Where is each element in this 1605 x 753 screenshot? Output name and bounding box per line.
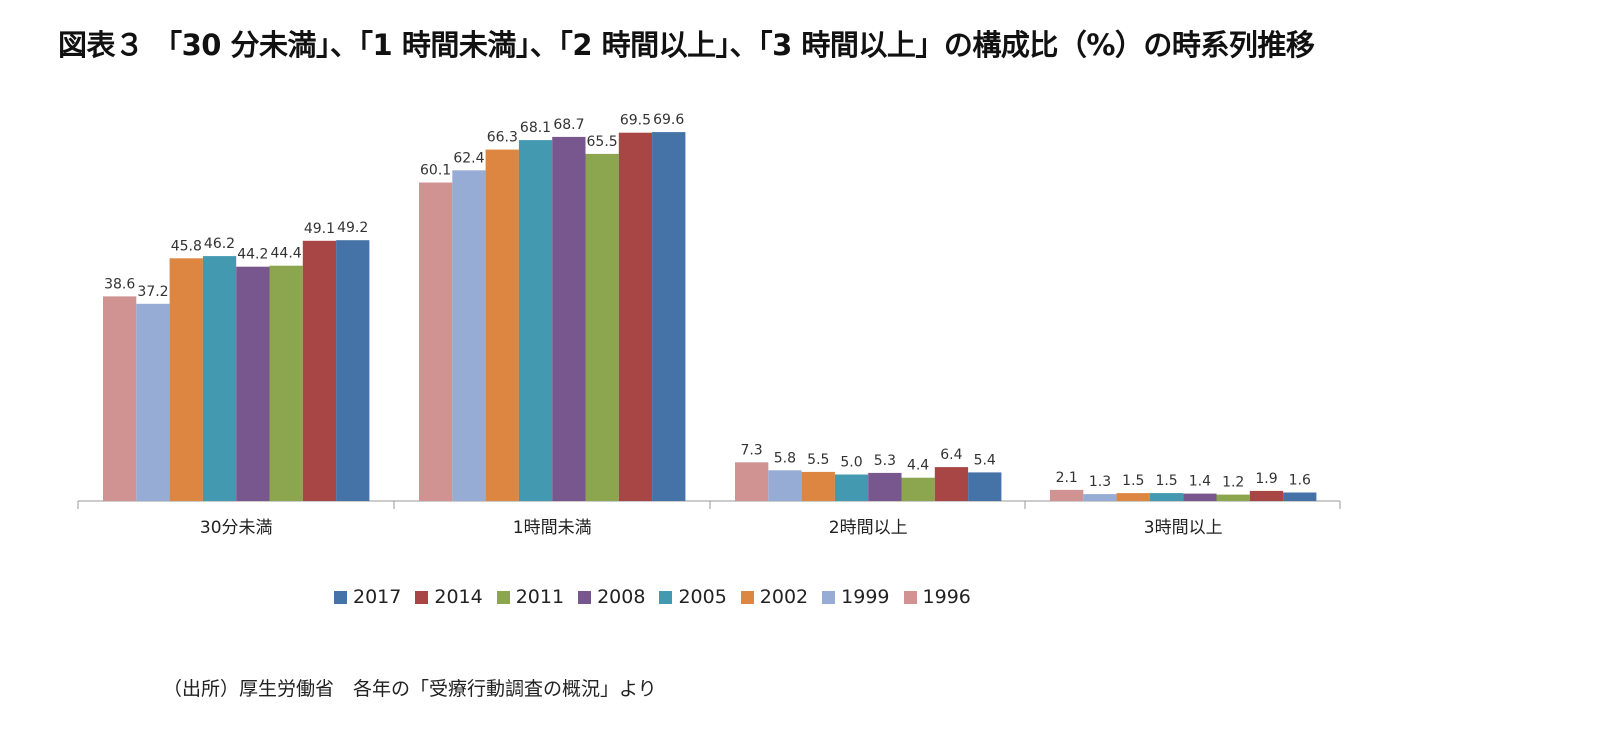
legend-item-2014: 2014 (415, 586, 483, 608)
data-label: 1.3 (1089, 474, 1111, 490)
bar-2011-2 (901, 477, 935, 501)
legend-swatch (334, 590, 347, 604)
bar-2014-1 (618, 132, 653, 501)
category-label: 30分未満 (200, 518, 273, 538)
bar-2008-0 (236, 266, 270, 501)
legend-label: 2005 (678, 586, 727, 608)
bar-2017-3 (1283, 492, 1317, 501)
bar-2005-1 (518, 140, 553, 501)
legend-swatch (903, 590, 917, 604)
legend-swatch (822, 590, 836, 604)
bar-2011-0 (269, 265, 303, 501)
legend-item-1999: 1999 (822, 586, 890, 608)
data-label: 60.1 (420, 163, 451, 179)
data-label: 37.2 (137, 284, 168, 300)
data-label: 6.4 (940, 447, 962, 463)
bar-1999-1 (452, 170, 486, 502)
bar-1999-3 (1083, 494, 1117, 501)
data-label: 1.2 (1222, 475, 1244, 491)
data-label: 2.1 (1056, 470, 1078, 486)
data-label: 69.6 (653, 112, 684, 128)
data-label: 45.8 (171, 238, 202, 254)
bar-2014-2 (934, 467, 969, 501)
data-label: 62.4 (453, 150, 484, 166)
bar-2005-2 (834, 474, 869, 501)
bar-1996-2 (735, 462, 769, 501)
bar-1999-2 (768, 470, 802, 501)
data-label: 1.5 (1122, 473, 1144, 489)
chart-legend: 2017 2014 2011 2008 2005 2002 1999 1996 (334, 586, 985, 608)
bar-2008-1 (552, 136, 586, 501)
legend-item-2008: 2008 (578, 586, 645, 608)
data-label: 5.5 (807, 452, 829, 468)
legend-swatch (578, 590, 592, 604)
data-label: 5.3 (874, 453, 896, 469)
data-label: 5.4 (974, 452, 996, 468)
legend-swatch (415, 590, 429, 604)
legend-label: 2002 (759, 586, 809, 608)
legend-swatch (496, 590, 510, 604)
bar-2017-1 (652, 132, 686, 501)
legend-item-2005: 2005 (659, 586, 727, 608)
bar-2011-3 (1216, 494, 1250, 501)
data-label: 1.4 (1189, 474, 1211, 490)
data-label: 46.2 (204, 236, 235, 252)
page-title: 図表３ 「30 分未満」、「1 時間未満」、「2 時間以上」、「3 時間以上」の… (58, 28, 1315, 62)
data-label: 66.3 (487, 130, 518, 146)
legend-item-2002: 2002 (740, 586, 809, 608)
legend-label: 2014 (434, 586, 483, 608)
bar-1996-1 (419, 182, 453, 501)
data-label: 69.5 (620, 113, 651, 129)
bar-2002-0 (169, 258, 203, 501)
legend-label: 2017 (353, 586, 402, 608)
bar-1999-0 (136, 303, 170, 501)
legend-swatch (740, 590, 754, 604)
legend-item-1996: 1996 (903, 586, 971, 608)
bar-2005-0 (202, 256, 237, 501)
bar-2014-3 (1249, 490, 1284, 501)
legend-swatch (659, 590, 673, 604)
bar-2011-1 (585, 153, 619, 501)
bar-2017-0 (336, 240, 370, 501)
data-label: 49.1 (304, 221, 335, 237)
data-label: 5.0 (840, 455, 862, 471)
legend-label: 1999 (841, 586, 890, 608)
legend-label: 2011 (515, 586, 565, 608)
source-note: （出所）厚生労働省 各年の「受療行動調査の概況」より (163, 678, 657, 700)
data-label: 68.1 (520, 120, 551, 136)
data-label: 44.4 (271, 246, 302, 262)
legend-item-2017: 2017 (334, 586, 401, 608)
bar-1996-0 (103, 296, 137, 501)
data-label: 7.3 (740, 442, 762, 458)
category-label: 2時間以上 (829, 518, 908, 538)
bar-2008-2 (868, 472, 902, 501)
data-label: 49.2 (337, 220, 368, 236)
data-label: 4.4 (907, 458, 929, 474)
data-label: 1.6 (1289, 473, 1311, 489)
data-label: 5.8 (774, 450, 796, 466)
legend-label: 1996 (922, 586, 971, 608)
data-label: 44.2 (237, 247, 268, 263)
data-label: 38.6 (104, 276, 135, 292)
category-label: 1時間未満 (513, 518, 592, 538)
legend-item-2011: 2011 (496, 586, 565, 608)
bar-2017-2 (968, 472, 1002, 501)
data-label: 65.5 (587, 134, 618, 150)
data-label: 1.9 (1255, 471, 1277, 487)
bar-2014-0 (302, 240, 337, 502)
data-label: 1.5 (1155, 473, 1177, 489)
legend-label: 2008 (597, 586, 646, 608)
bar-2002-2 (801, 471, 835, 501)
bar-2005-3 (1149, 493, 1184, 501)
data-label: 68.7 (553, 117, 584, 133)
bar-2008-3 (1183, 493, 1217, 501)
bar-2002-3 (1116, 493, 1150, 501)
category-label: 3時間以上 (1144, 518, 1223, 538)
bar-2002-1 (485, 149, 519, 501)
bar-1996-3 (1050, 489, 1084, 501)
